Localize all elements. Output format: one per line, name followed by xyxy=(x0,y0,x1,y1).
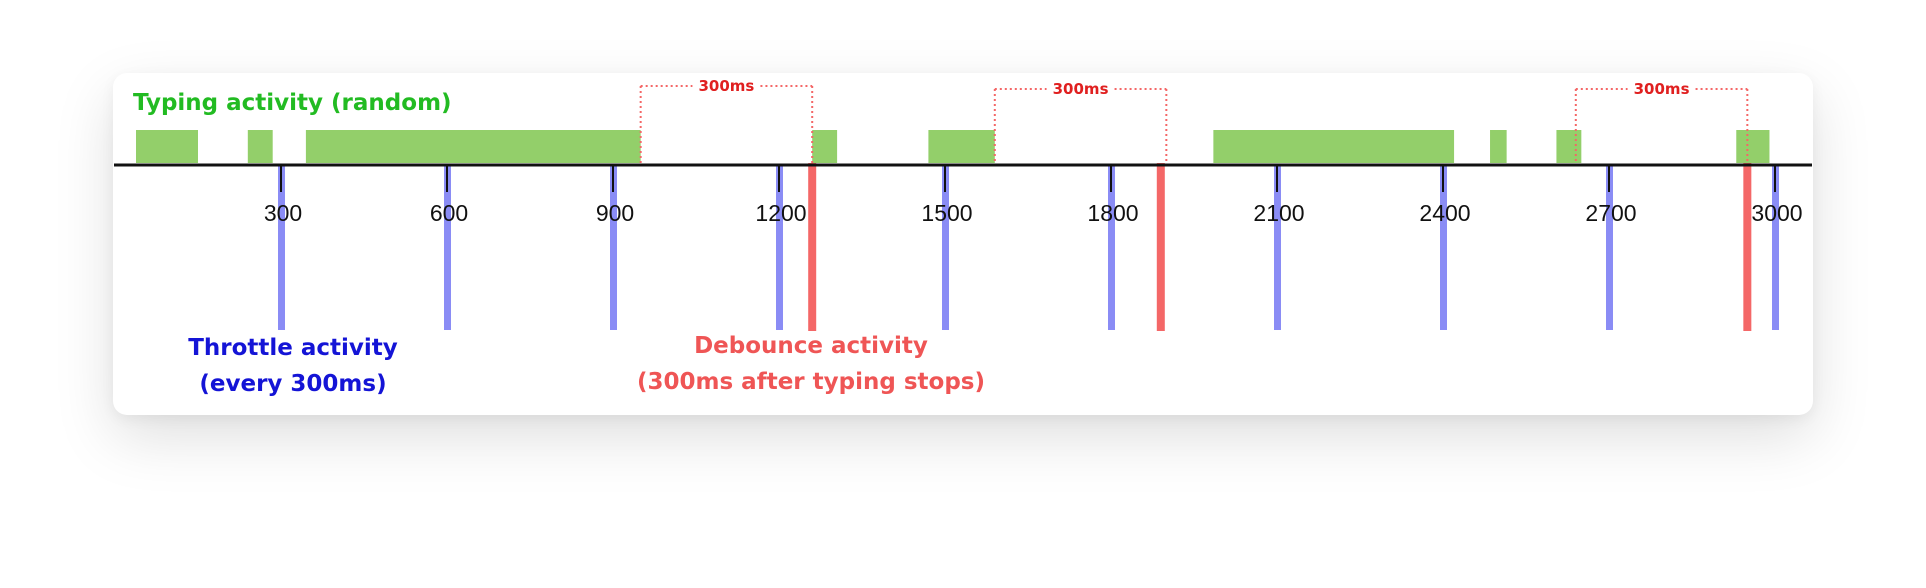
tick-label-1800: 1800 xyxy=(1087,200,1138,226)
typing-segment-1 xyxy=(136,130,198,163)
throttle-event-10 xyxy=(1772,165,1779,330)
tick-label-600: 600 xyxy=(430,200,468,226)
tick-label-2400: 2400 xyxy=(1419,200,1470,226)
throttle-event-9 xyxy=(1606,165,1613,330)
debounce-activity-sublabel: (300ms after typing stops) xyxy=(637,369,985,395)
debounce-gap-1: 300ms xyxy=(639,77,814,163)
axis-ticks: 300 600 900 1200 1500 1800 2100 2400 2700 3000 xyxy=(264,165,1803,226)
throttle-event-4 xyxy=(776,165,783,330)
typing-segment-2 xyxy=(247,130,273,163)
typing-activity-label: Typing activity (random) xyxy=(133,90,452,116)
tick-label-2700: 2700 xyxy=(1585,200,1636,226)
throttle-activity-label: Throttle activity xyxy=(188,335,398,361)
throttle-event-1 xyxy=(278,165,285,330)
tick-label-900: 900 xyxy=(596,200,634,226)
debounce-gap-brackets: 300ms 300ms 300ms xyxy=(639,77,1749,163)
tick-label-2100: 2100 xyxy=(1253,200,1304,226)
debounce-gap-2: 300ms xyxy=(993,80,1168,163)
typing-segment-6 xyxy=(1213,130,1455,163)
debounce-activity-label: Debounce activity xyxy=(694,333,928,359)
tick-label-1200: 1200 xyxy=(755,200,806,226)
tick-label-1500: 1500 xyxy=(921,200,972,226)
typing-segment-8 xyxy=(1556,130,1582,163)
gap-label-1: 300ms xyxy=(698,77,754,95)
typing-segment-5 xyxy=(928,130,995,163)
tick-label-3000: 3000 xyxy=(1751,200,1802,226)
debounce-event-1 xyxy=(808,163,817,331)
typing-segment-7 xyxy=(1490,130,1507,163)
gap-label-3: 300ms xyxy=(1634,80,1690,98)
throttle-event-2 xyxy=(444,165,451,330)
throttle-activity-sublabel: (every 300ms) xyxy=(199,371,386,397)
tick-label-300: 300 xyxy=(264,200,302,226)
throttle-event-5 xyxy=(942,165,949,330)
typing-segment-9 xyxy=(1736,130,1770,163)
debounce-event-3 xyxy=(1743,163,1752,331)
throttle-event-6 xyxy=(1108,165,1115,330)
typing-segments xyxy=(136,130,1770,163)
typing-segment-3 xyxy=(305,130,641,163)
throttle-event-8 xyxy=(1440,165,1447,330)
throttle-event-3 xyxy=(610,165,617,330)
event-markers xyxy=(278,163,1779,331)
debounce-gap-3: 300ms xyxy=(1574,80,1749,163)
typing-segment-4 xyxy=(812,130,838,163)
gap-label-2: 300ms xyxy=(1053,80,1109,98)
debounce-event-2 xyxy=(1156,163,1165,331)
throttle-event-7 xyxy=(1274,165,1281,330)
